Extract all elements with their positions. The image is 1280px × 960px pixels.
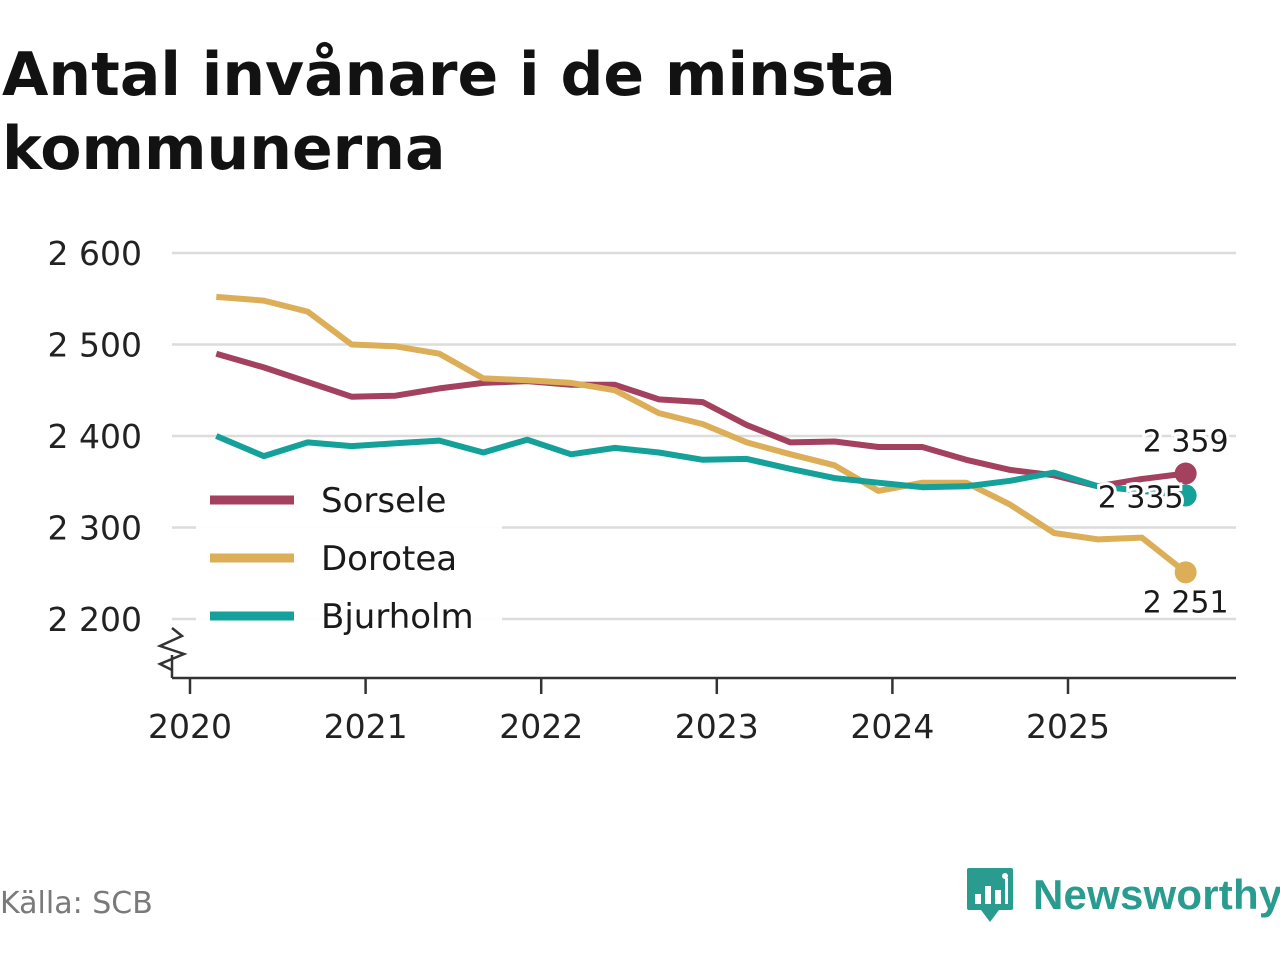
legend-label-bjurholm: Bjurholm bbox=[321, 597, 474, 637]
y-tick-label: 2 400 bbox=[48, 417, 142, 456]
x-tick-label: 2021 bbox=[324, 707, 408, 746]
series-line-dorotea bbox=[216, 293, 1188, 575]
series-line-sorsele bbox=[215, 350, 1187, 490]
end-label-dorotea: 2 251 bbox=[1143, 585, 1229, 620]
y-tick-label: 2 500 bbox=[48, 326, 142, 365]
y-tick-label: 2 200 bbox=[48, 600, 142, 639]
y-tick-label: 2 300 bbox=[48, 509, 142, 548]
end-marker-dorotea bbox=[1174, 561, 1197, 584]
x-tick-label: 2022 bbox=[499, 707, 583, 746]
axes: 2 200 2 300 2 400 2 500 2 600 2020 2021 2022 202… bbox=[48, 234, 1236, 746]
end-marker-sorsele bbox=[1174, 462, 1197, 485]
x-tick-label: 2020 bbox=[148, 707, 232, 746]
x-tick-label: 2024 bbox=[850, 707, 934, 746]
y-tick-label: 2 600 bbox=[48, 234, 142, 273]
end-marker-bjurholm bbox=[1174, 484, 1197, 507]
chart-title: Antal invånare i de minsta kommunerna bbox=[2, 40, 896, 184]
end-labels: 2 359 2 251 2 335 bbox=[1095, 422, 1232, 624]
axis-break-icon bbox=[156, 627, 188, 672]
brand-logo[interactable]: Newsworthy bbox=[965, 866, 1280, 924]
x-tick-label: 2025 bbox=[1026, 707, 1110, 746]
end-label-bjurholm: 2 335 bbox=[1098, 480, 1184, 515]
legend: Sorsele Dorotea Bjurholm bbox=[196, 468, 502, 640]
legend-label-dorotea: Dorotea bbox=[321, 539, 457, 579]
series-line-bjurholm bbox=[215, 433, 1187, 499]
legend-label-sorsele: Sorsele bbox=[321, 481, 446, 521]
series-lines bbox=[215, 293, 1188, 575]
x-tick-label: 2023 bbox=[675, 707, 759, 746]
brand-name: Newsworthy bbox=[1033, 871, 1280, 918]
source-note: Källa: SCB bbox=[0, 886, 153, 921]
end-label-sorsele: 2 359 bbox=[1143, 425, 1229, 460]
bar-chart-badge-icon bbox=[967, 868, 1013, 922]
